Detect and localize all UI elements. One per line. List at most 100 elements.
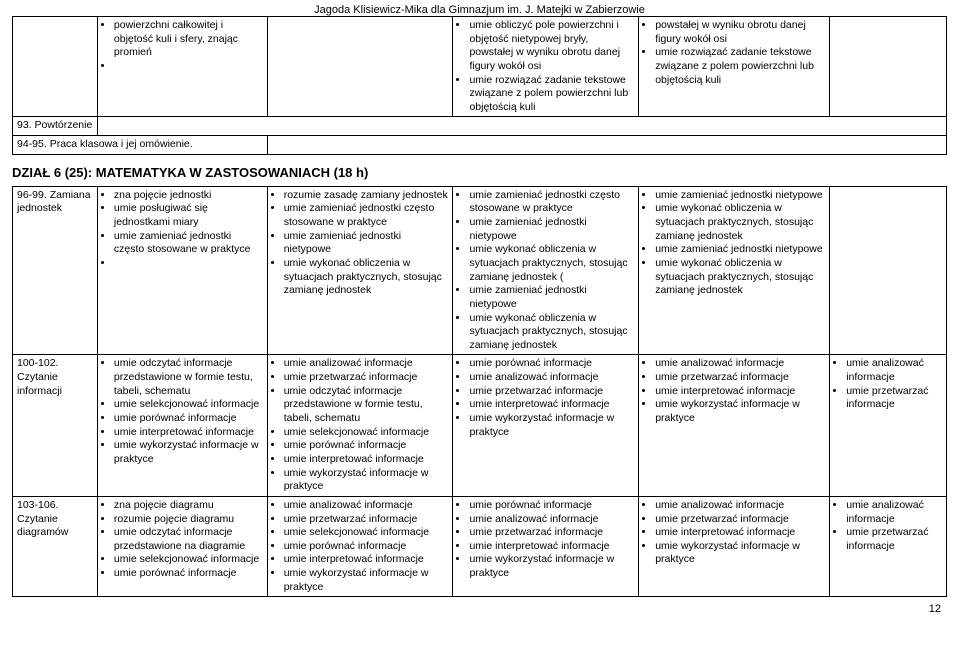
cell: umie analizować informacjeumie przetwarz…: [639, 496, 830, 596]
list-item: umie przetwarzać informacje: [469, 385, 634, 399]
cell: umie analizować informacjeumie przetwarz…: [830, 496, 947, 596]
list-item: umie zamieniać jednostki nietypowe: [284, 230, 449, 257]
list-item: umie posługiwać się jednostkami miary: [114, 202, 263, 229]
list-item: umie zamieniać jednostki często stosowan…: [469, 189, 634, 216]
cell: [267, 136, 946, 155]
table-row: 100-102. Czytanie informacji umie odczyt…: [13, 355, 947, 496]
list-item: umie porównać informacje: [284, 540, 449, 554]
list-item: umie odczytać informacje przedstawione w…: [114, 357, 263, 398]
bottom-table: 96-99. Zamiana jednostek zna pojęcie jed…: [12, 186, 947, 598]
list-item: umie interpretować informacje: [469, 540, 634, 554]
list-item: umie wykonać obliczenia w sytuacjach pra…: [469, 312, 634, 353]
list-item: umie selekcjonować informacje: [114, 398, 263, 412]
cell: [267, 17, 453, 117]
cell: umie analizować informacjeumie przetwarz…: [639, 355, 830, 496]
list-item: umie selekcjonować informacje: [114, 553, 263, 567]
cell: umie analizować informacjeumie przetwarz…: [830, 355, 947, 496]
list-item: umie wykorzystać informacje w praktyce: [114, 439, 263, 466]
list-item: umie interpretować informacje: [284, 553, 449, 567]
list-item: umie analizować informacje: [284, 357, 449, 371]
cell: [13, 17, 98, 117]
list-item: umie zamieniać jednostki często stosowan…: [284, 202, 449, 229]
list-item: umie zamieniać jednostki nietypowe: [655, 243, 825, 257]
list-item: umie interpretować informacje: [469, 398, 634, 412]
list-item: umie analizować informacje: [284, 499, 449, 513]
cell: 94-95. Praca klasowa i jej omówienie.: [13, 136, 268, 155]
list-item: umie porównać informacje: [114, 567, 263, 581]
top-table: powierzchni całkowitej i objętość kuli i…: [12, 16, 947, 155]
list-item: umie przetwarzać informacje: [284, 513, 449, 527]
list-item: umie wykonać obliczenia w sytuacjach pra…: [655, 202, 825, 243]
list-item: umie przetwarzać informacje: [846, 526, 942, 553]
cell: [830, 186, 947, 355]
list-item: umie analizować informacje: [469, 371, 634, 385]
list-item: rozumie zasadę zamiany jednostek: [284, 189, 449, 203]
cell: rozumie zasadę zamiany jednostekumie zam…: [267, 186, 453, 355]
list-item: umie wykonać obliczenia w sytuacjach pra…: [655, 257, 825, 298]
cell: umie zamieniać jednostki często stosowan…: [453, 186, 639, 355]
list-item: umie wykorzystać informacje w praktyce: [469, 412, 634, 439]
list-item: umie selekcjonować informacje: [284, 526, 449, 540]
list-item: umie przetwarzać informacje: [469, 526, 634, 540]
cell: umie odczytać informacje przedstawione w…: [97, 355, 267, 496]
list-item: umie przetwarzać informacje: [655, 371, 825, 385]
list-item: umie analizować informacje: [846, 357, 942, 384]
table-row: 94-95. Praca klasowa i jej omówienie.: [13, 136, 947, 155]
list-item: umie wykorzystać informacje w praktyce: [284, 467, 449, 494]
list-item: umie analizować informacje: [655, 357, 825, 371]
cell: [97, 117, 946, 136]
page-number: 12: [0, 597, 959, 615]
list-item: umie rozwiązać zadanie tekstowe związane…: [469, 74, 634, 115]
cell: umie analizować informacjeumie przetwarz…: [267, 496, 453, 596]
cell: 96-99. Zamiana jednostek: [13, 186, 98, 355]
list-item: umie porównać informacje: [284, 439, 449, 453]
list-item: umie wykonać obliczenia w sytuacjach pra…: [469, 243, 634, 284]
cell: zna pojęcie diagramurozumie pojęcie diag…: [97, 496, 267, 596]
list-item: zna pojęcie jednostki: [114, 189, 263, 203]
table-row: 93. Powtórzenie: [13, 117, 947, 136]
list-item: umie interpretować informacje: [655, 526, 825, 540]
list-item: zna pojęcie diagramu: [114, 499, 263, 513]
cell: [830, 17, 947, 117]
list-item: umie rozwiązać zadanie tekstowe związane…: [655, 46, 825, 87]
list-item: umie porównać informacje: [469, 499, 634, 513]
list-item: umie wykorzystać informacje w praktyce: [655, 398, 825, 425]
list-item: umie odczytać informacje przedstawione n…: [114, 526, 263, 553]
list-item: umie przetwarzać informacje: [655, 513, 825, 527]
table-row: 96-99. Zamiana jednostek zna pojęcie jed…: [13, 186, 947, 355]
list-item: umie zamieniać jednostki nietypowe: [469, 216, 634, 243]
table-row: powierzchni całkowitej i objętość kuli i…: [13, 17, 947, 117]
list-item: umie analizować informacje: [846, 499, 942, 526]
list-item: umie porównać informacje: [114, 412, 263, 426]
list-item: umie obliczyć pole powierzchni i objętoś…: [469, 19, 634, 74]
cell: umie porównać informacjeumie analizować …: [453, 355, 639, 496]
list-item: powstałej w wyniku obrotu danej figury w…: [655, 19, 825, 46]
list-item: umie interpretować informacje: [284, 453, 449, 467]
list-item: [114, 60, 263, 74]
list-item: umie analizować informacje: [469, 513, 634, 527]
list-item: umie selekcjonować informacje: [284, 426, 449, 440]
cell: powstałej w wyniku obrotu danej figury w…: [639, 17, 830, 117]
cell: zna pojęcie jednostkiumie posługiwać się…: [97, 186, 267, 355]
cell: 93. Powtórzenie: [13, 117, 98, 136]
list-item: umie zamieniać jednostki często stosowan…: [114, 230, 263, 257]
list-item: umie wykorzystać informacje w praktyce: [655, 540, 825, 567]
list-item: umie zamieniać jednostki nietypowe: [655, 189, 825, 203]
cell: umie porównać informacjeumie analizować …: [453, 496, 639, 596]
list-item: umie wykorzystać informacje w praktyce: [284, 567, 449, 594]
cell: umie zamieniać jednostki nietypoweumie w…: [639, 186, 830, 355]
cell: umie analizować informacjeumie przetwarz…: [267, 355, 453, 496]
list-item: umie wykonać obliczenia w sytuacjach pra…: [284, 257, 449, 298]
cell: umie obliczyć pole powierzchni i objętoś…: [453, 17, 639, 117]
cell: powierzchni całkowitej i objętość kuli i…: [97, 17, 267, 117]
list-item: [114, 257, 263, 271]
list-item: powierzchni całkowitej i objętość kuli i…: [114, 19, 263, 60]
list-item: umie przetwarzać informacje: [284, 371, 449, 385]
list-item: umie wykorzystać informacje w praktyce: [469, 553, 634, 580]
list-item: umie interpretować informacje: [114, 426, 263, 440]
list-item: umie zamieniać jednostki nietypowe: [469, 284, 634, 311]
list-item: umie odczytać informacje przedstawione w…: [284, 385, 449, 426]
list-item: umie porównać informacje: [469, 357, 634, 371]
list-item: rozumie pojęcie diagramu: [114, 513, 263, 527]
page-header: Jagoda Klisiewicz-Mika dla Gimnazjum im.…: [0, 0, 959, 16]
